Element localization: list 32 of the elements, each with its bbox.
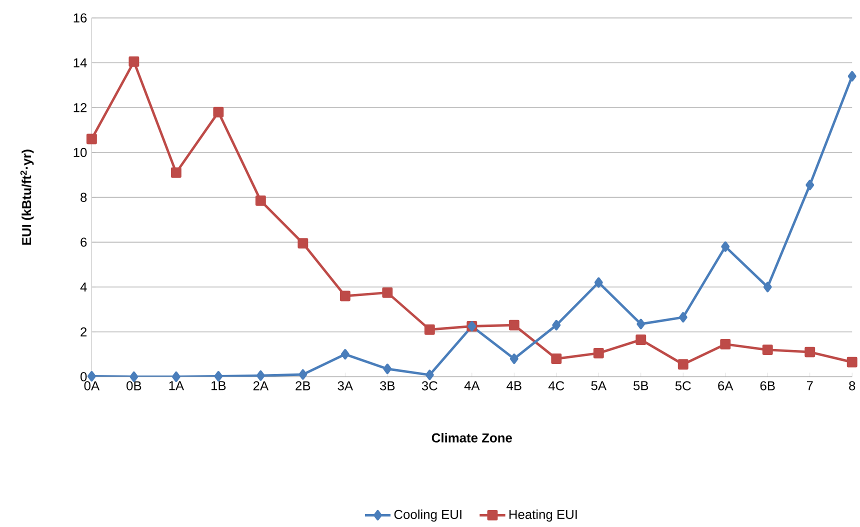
x-tick-label: 0B: [126, 381, 142, 390]
x-tick-label: 8: [849, 381, 856, 390]
y-tick-label: 4: [80, 282, 87, 292]
x-tick-label: 4B: [506, 381, 522, 390]
x-tick-label: 2A: [253, 381, 269, 390]
y-axis-title: EUI (kBtu/ft$^{2}$·yr): [20, 150, 34, 245]
y-tick-label: 2: [80, 327, 87, 336]
x-tick-label: 3A: [338, 381, 354, 390]
x-tick-label: 4C: [548, 381, 564, 390]
x-tick-label: 1B: [212, 381, 226, 390]
x-tick-label: 3B: [380, 381, 395, 390]
x-tick-label: 2B: [296, 381, 310, 390]
x-tick-label: 6A: [718, 381, 734, 390]
y-tick-label: 10: [74, 148, 87, 157]
y-tick-label: 16: [74, 13, 87, 22]
y-tick-label: 6: [80, 238, 87, 247]
legend-label: Heating EUI: [509, 509, 577, 522]
legend-label: Cooling EUI: [394, 509, 462, 522]
y-tick-label: 0: [80, 372, 87, 382]
x-axis-title: Climate Zone: [432, 432, 512, 442]
y-tick-label: 8: [80, 192, 87, 202]
x-tick-label: 3C: [422, 381, 438, 390]
x-tick-label: 5C: [675, 381, 691, 390]
x-tick-label: 5A: [591, 381, 606, 390]
y-tick-label: 12: [74, 103, 87, 112]
x-tick-label: 7: [806, 381, 813, 390]
x-tick-label: 0A: [84, 381, 100, 390]
x-tick-label: 6B: [760, 381, 775, 390]
y-tick-label: 14: [74, 58, 87, 68]
x-tick-label: 5B: [634, 381, 648, 390]
x-tick-label: 1A: [169, 381, 184, 390]
x-tick-label: 4A: [464, 381, 480, 390]
